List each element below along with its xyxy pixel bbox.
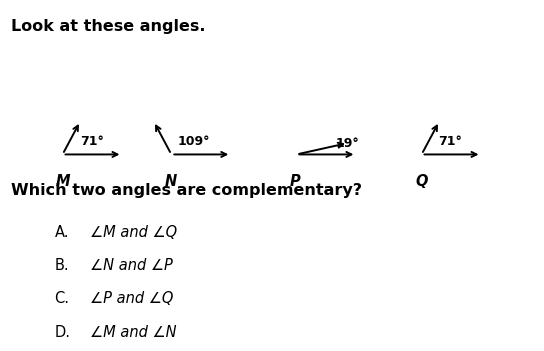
Text: C.: C.	[54, 291, 70, 306]
Text: P: P	[290, 174, 301, 189]
Text: Q: Q	[415, 174, 428, 189]
Text: ∠M and ∠Q: ∠M and ∠Q	[90, 225, 177, 240]
Text: Which two angles are complementary?: Which two angles are complementary?	[11, 183, 362, 198]
Text: ∠N and ∠P: ∠N and ∠P	[90, 258, 172, 273]
Text: Look at these angles.: Look at these angles.	[11, 19, 206, 34]
Text: 109°: 109°	[178, 135, 211, 148]
Text: M: M	[56, 174, 71, 189]
Text: B.: B.	[54, 258, 69, 273]
Text: 19°: 19°	[336, 137, 360, 150]
Text: 71°: 71°	[80, 135, 104, 148]
Text: 71°: 71°	[438, 135, 462, 148]
Text: ∠M and ∠N: ∠M and ∠N	[90, 325, 176, 340]
Text: N: N	[165, 174, 177, 189]
Text: A.: A.	[54, 225, 69, 240]
Text: D.: D.	[54, 325, 70, 340]
Text: ∠P and ∠Q: ∠P and ∠Q	[90, 291, 173, 306]
